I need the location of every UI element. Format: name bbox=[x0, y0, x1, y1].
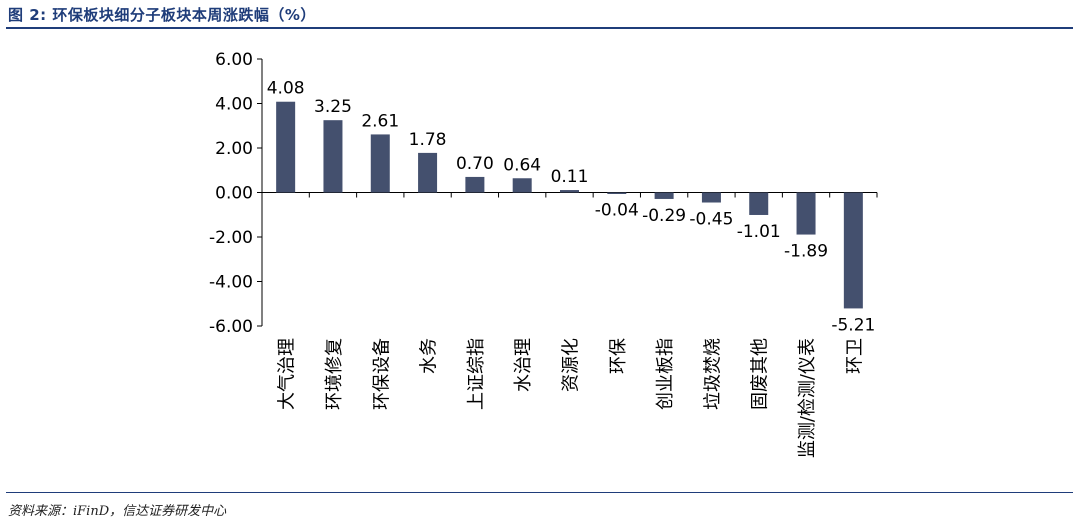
y-tick-label: 2.00 bbox=[215, 139, 253, 159]
data-label: 0.64 bbox=[503, 155, 541, 175]
data-label: -5.21 bbox=[831, 315, 875, 335]
category-label: 环卫 bbox=[844, 338, 865, 374]
data-label: -0.04 bbox=[595, 200, 639, 220]
bar bbox=[749, 192, 769, 215]
category-label: 固废其他 bbox=[750, 338, 771, 410]
data-label: 2.61 bbox=[361, 111, 399, 131]
category-label: 大气治理 bbox=[277, 338, 298, 410]
y-tick-label: -6.00 bbox=[209, 317, 253, 337]
source-rule bbox=[6, 492, 1073, 493]
bar bbox=[796, 192, 816, 235]
category-label: 环保 bbox=[608, 338, 629, 374]
category-label: 水治理 bbox=[513, 338, 534, 392]
bar bbox=[323, 120, 343, 193]
source-note: 资料来源：iFinD，信达证券研发中心 bbox=[8, 504, 227, 519]
bar bbox=[370, 134, 390, 193]
y-tick-label: 4.00 bbox=[215, 95, 253, 115]
data-label: -1.89 bbox=[784, 242, 828, 262]
figure-title: 图 2: 环保板块细分子板块本周涨跌幅（%） bbox=[8, 6, 316, 24]
data-label: 3.25 bbox=[314, 97, 352, 117]
category-label: 上证综指 bbox=[466, 338, 487, 410]
category-label: 水务 bbox=[419, 338, 440, 374]
category-label: 监测/检测/仪表 bbox=[797, 338, 818, 458]
title-rule bbox=[6, 27, 1073, 29]
data-label: -1.01 bbox=[737, 222, 781, 242]
y-tick-label: -4.00 bbox=[209, 273, 253, 293]
y-tick-label: -2.00 bbox=[209, 228, 253, 248]
bar bbox=[560, 190, 579, 193]
category-label: 资源化 bbox=[561, 338, 582, 392]
category-label: 垃圾焚烧 bbox=[702, 338, 723, 410]
bar-chart: 6.00 4.00 2.00 0.00 -2.00 -4.00 -6.00 4.08 大气治理 3… bbox=[209, 50, 878, 458]
bar bbox=[843, 192, 863, 309]
y-tick-label: 0.00 bbox=[215, 184, 253, 204]
data-label: 4.08 bbox=[267, 79, 305, 99]
bar bbox=[654, 192, 674, 199]
category-label: 创业板指 bbox=[655, 338, 676, 410]
bar bbox=[512, 178, 532, 193]
data-label: 1.78 bbox=[409, 130, 447, 150]
data-label: -0.29 bbox=[642, 206, 686, 226]
data-label: 0.70 bbox=[456, 154, 494, 174]
y-tick-label: 6.00 bbox=[215, 50, 253, 70]
bar bbox=[418, 152, 438, 193]
category-label: 环境修复 bbox=[324, 338, 345, 410]
bar bbox=[607, 192, 627, 194]
data-label: -0.45 bbox=[689, 210, 733, 230]
bar bbox=[276, 101, 296, 193]
category-label: 环保设备 bbox=[371, 338, 392, 410]
bar bbox=[701, 192, 721, 203]
data-label: 0.11 bbox=[551, 167, 589, 187]
bar bbox=[465, 176, 485, 193]
